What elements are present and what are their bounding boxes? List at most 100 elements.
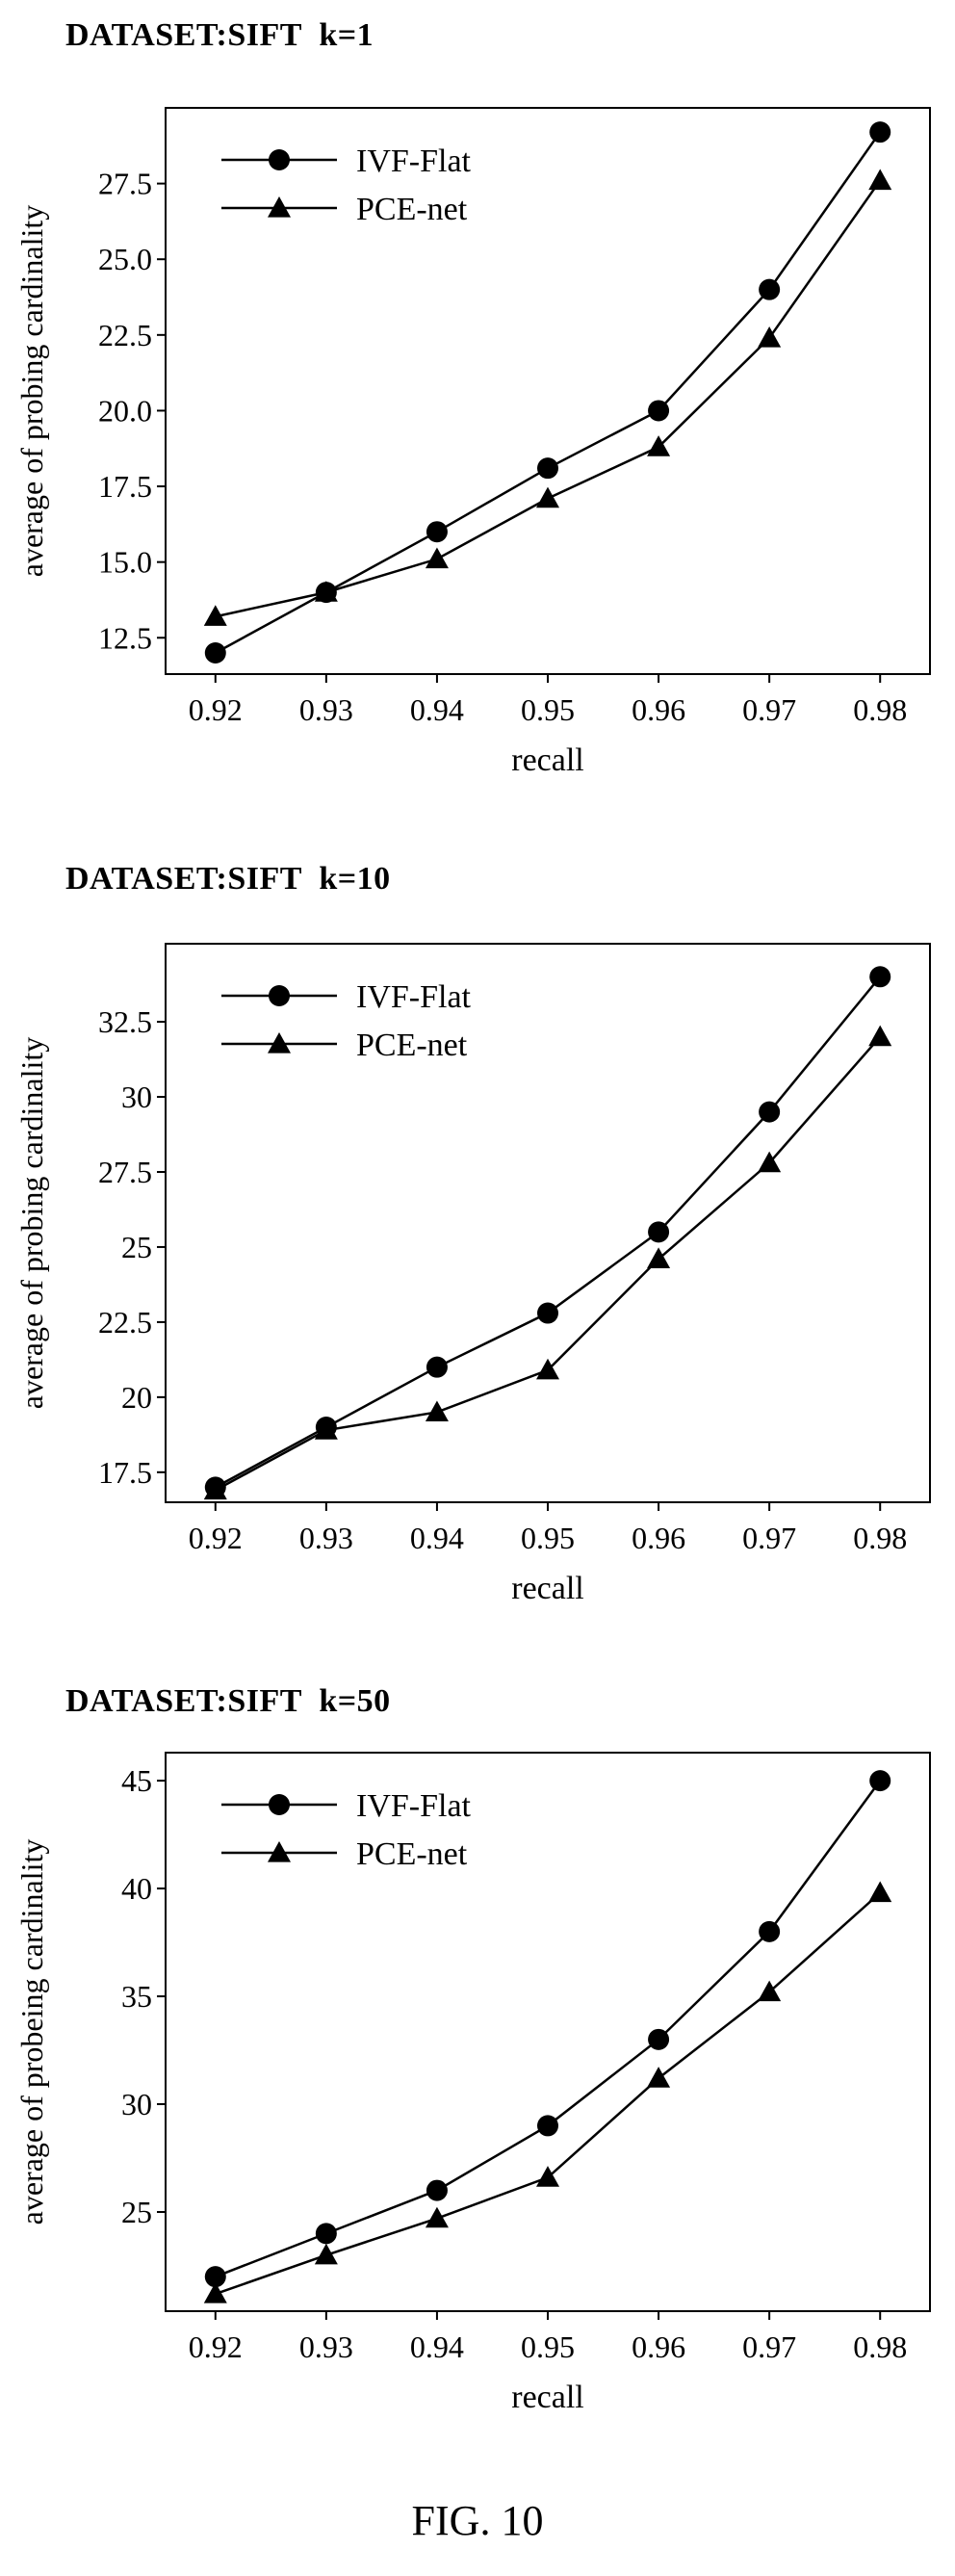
x-tick-label: 0.97	[742, 2329, 796, 2364]
chart-svg-2: 17.5 20 22.5 25 27.5 30 32.5 0.92 0.93 0.94 0.95 0.…	[14, 943, 931, 1606]
y-tick-label: 27.5	[98, 1155, 152, 1189]
y-tick-label: 45	[121, 1763, 152, 1798]
chart-title: DATASET:SIFT k=50	[65, 1683, 391, 1719]
chart-panel-1: DATASET:SIFT k=1 12.5 15.0 17.5 20.0 22.5 25.…	[0, 0, 955, 847]
data-point-pce-net	[647, 435, 671, 456]
data-point-pce-net	[425, 2206, 449, 2228]
legend-label: PCE-net	[356, 1028, 468, 1063]
y-tick-label: 30	[121, 2087, 152, 2121]
x-tick-label: 0.97	[742, 1521, 796, 1555]
data-point-ivf-flat	[537, 1302, 558, 1324]
x-tick-label: 0.95	[521, 1521, 575, 1555]
legend-marker-pce-net	[268, 1841, 291, 1862]
x-tick-label: 0.97	[742, 692, 796, 727]
legend-marker-ivf-flat	[269, 149, 290, 170]
x-tick-label: 0.94	[410, 692, 464, 727]
x-tick-label: 0.93	[299, 2329, 353, 2364]
x-tick-label: 0.98	[853, 692, 907, 727]
figure-caption: FIG. 10	[411, 2497, 544, 2544]
y-tick-label: 25.0	[98, 242, 152, 276]
data-point-pce-net	[425, 1400, 449, 1422]
x-tick-label: 0.95	[521, 2329, 575, 2364]
data-point-ivf-flat	[537, 457, 558, 480]
chart-svg-1: 12.5 15.0 17.5 20.0 22.5 25.0 27.5 0.92 0.93 0.94…	[14, 107, 931, 778]
data-point-ivf-flat	[537, 2115, 558, 2137]
y-tick-label: 32.5	[98, 1004, 152, 1039]
plot-frame	[165, 107, 931, 675]
y-tick-label: 35	[121, 1979, 152, 2014]
legend-marker-pce-net	[268, 1032, 291, 1054]
y-tick-label: 22.5	[98, 1305, 152, 1340]
y-tick-label: 22.5	[98, 318, 152, 352]
x-axis-label: recall	[511, 1571, 584, 1606]
x-tick-label: 0.98	[853, 2329, 907, 2364]
data-point-pce-net	[203, 605, 227, 626]
data-point-pce-net	[203, 1478, 227, 1500]
data-point-pce-net	[425, 547, 449, 569]
x-tick-label: 0.95	[521, 692, 575, 727]
legend-label: PCE-net	[356, 1836, 468, 1872]
x-tick-label: 0.92	[189, 692, 243, 727]
y-axis-label: average of probing cardinality	[14, 205, 49, 578]
data-point-pce-net	[647, 1247, 671, 1269]
x-tick-label: 0.93	[299, 692, 353, 727]
x-tick-label: 0.92	[189, 1521, 243, 1555]
y-tick-label: 30	[121, 1080, 152, 1114]
legend-label: IVF-Flat	[356, 979, 472, 1015]
x-tick-label: 0.93	[299, 1521, 353, 1555]
y-tick-label: 25	[121, 1230, 152, 1264]
legend-label: IVF-Flat	[356, 1788, 472, 1824]
data-point-ivf-flat	[648, 1221, 670, 1243]
series-line-pce-net	[215, 1891, 882, 2296]
x-tick-label: 0.94	[410, 1521, 464, 1555]
data-point-pce-net	[536, 1358, 559, 1380]
x-tick-label: 0.96	[632, 2329, 685, 2364]
legend-marker-pce-net	[268, 196, 291, 218]
data-point-pce-net	[536, 2166, 559, 2187]
data-point-ivf-flat	[869, 121, 891, 143]
x-axis-label: recall	[511, 742, 584, 778]
data-point-pce-net	[868, 1881, 892, 1903]
data-point-ivf-flat	[759, 1920, 781, 1942]
chart-title: DATASET:SIFT k=1	[65, 17, 374, 53]
y-axis-label: average of probing cardinality	[14, 1037, 49, 1410]
legend-marker-ivf-flat	[269, 1794, 290, 1815]
data-point-ivf-flat	[759, 1101, 781, 1123]
y-tick-label: 12.5	[98, 620, 152, 655]
data-point-ivf-flat	[426, 521, 448, 543]
data-point-pce-net	[868, 169, 892, 191]
data-point-pce-net	[314, 2243, 338, 2265]
data-point-pce-net	[647, 2067, 671, 2088]
data-point-pce-net	[203, 2282, 227, 2303]
data-point-pce-net	[314, 1418, 338, 1440]
y-tick-label: 15.0	[98, 545, 152, 580]
x-tick-label: 0.96	[632, 692, 685, 727]
legend-label: PCE-net	[356, 192, 468, 227]
legend-label: IVF-Flat	[356, 143, 472, 179]
data-point-ivf-flat	[426, 2179, 448, 2201]
y-tick-label: 27.5	[98, 167, 152, 201]
data-point-ivf-flat	[869, 966, 891, 988]
y-tick-label: 25	[121, 2195, 152, 2229]
chart-panel-3: DATASET:SIFT k=50 25 30 35 40 45 0.92 0.93 0.94…	[0, 1676, 955, 2485]
data-point-ivf-flat	[648, 400, 670, 422]
series-line-pce-net	[215, 1035, 882, 1492]
series-line-ivf-flat	[215, 131, 882, 655]
y-tick-label: 17.5	[98, 1455, 152, 1490]
data-point-ivf-flat	[204, 641, 226, 664]
chart-svg-3: 25 30 35 40 45 0.92 0.93 0.94 0.95 0.96 0.97 0.98 re…	[14, 1752, 931, 2415]
x-axis-label: recall	[511, 2380, 584, 2415]
data-point-ivf-flat	[426, 1356, 448, 1378]
data-point-ivf-flat	[869, 1770, 891, 1792]
chart-title: DATASET:SIFT k=10	[65, 861, 391, 897]
x-tick-label: 0.94	[410, 2329, 464, 2364]
chart-panel-2: DATASET:SIFT k=10 17.5 20 22.5 25 27.5 30 32.5…	[0, 847, 955, 1676]
data-point-pce-net	[758, 1151, 782, 1173]
series-line-pce-net	[215, 179, 882, 618]
series-line-ivf-flat	[215, 1780, 882, 2278]
data-point-pce-net	[868, 1025, 892, 1047]
plot-frame	[165, 943, 931, 1503]
y-tick-label: 17.5	[98, 469, 152, 504]
data-point-ivf-flat	[315, 2223, 337, 2245]
y-axis-label: average of probeing cardinality	[14, 1839, 49, 2225]
